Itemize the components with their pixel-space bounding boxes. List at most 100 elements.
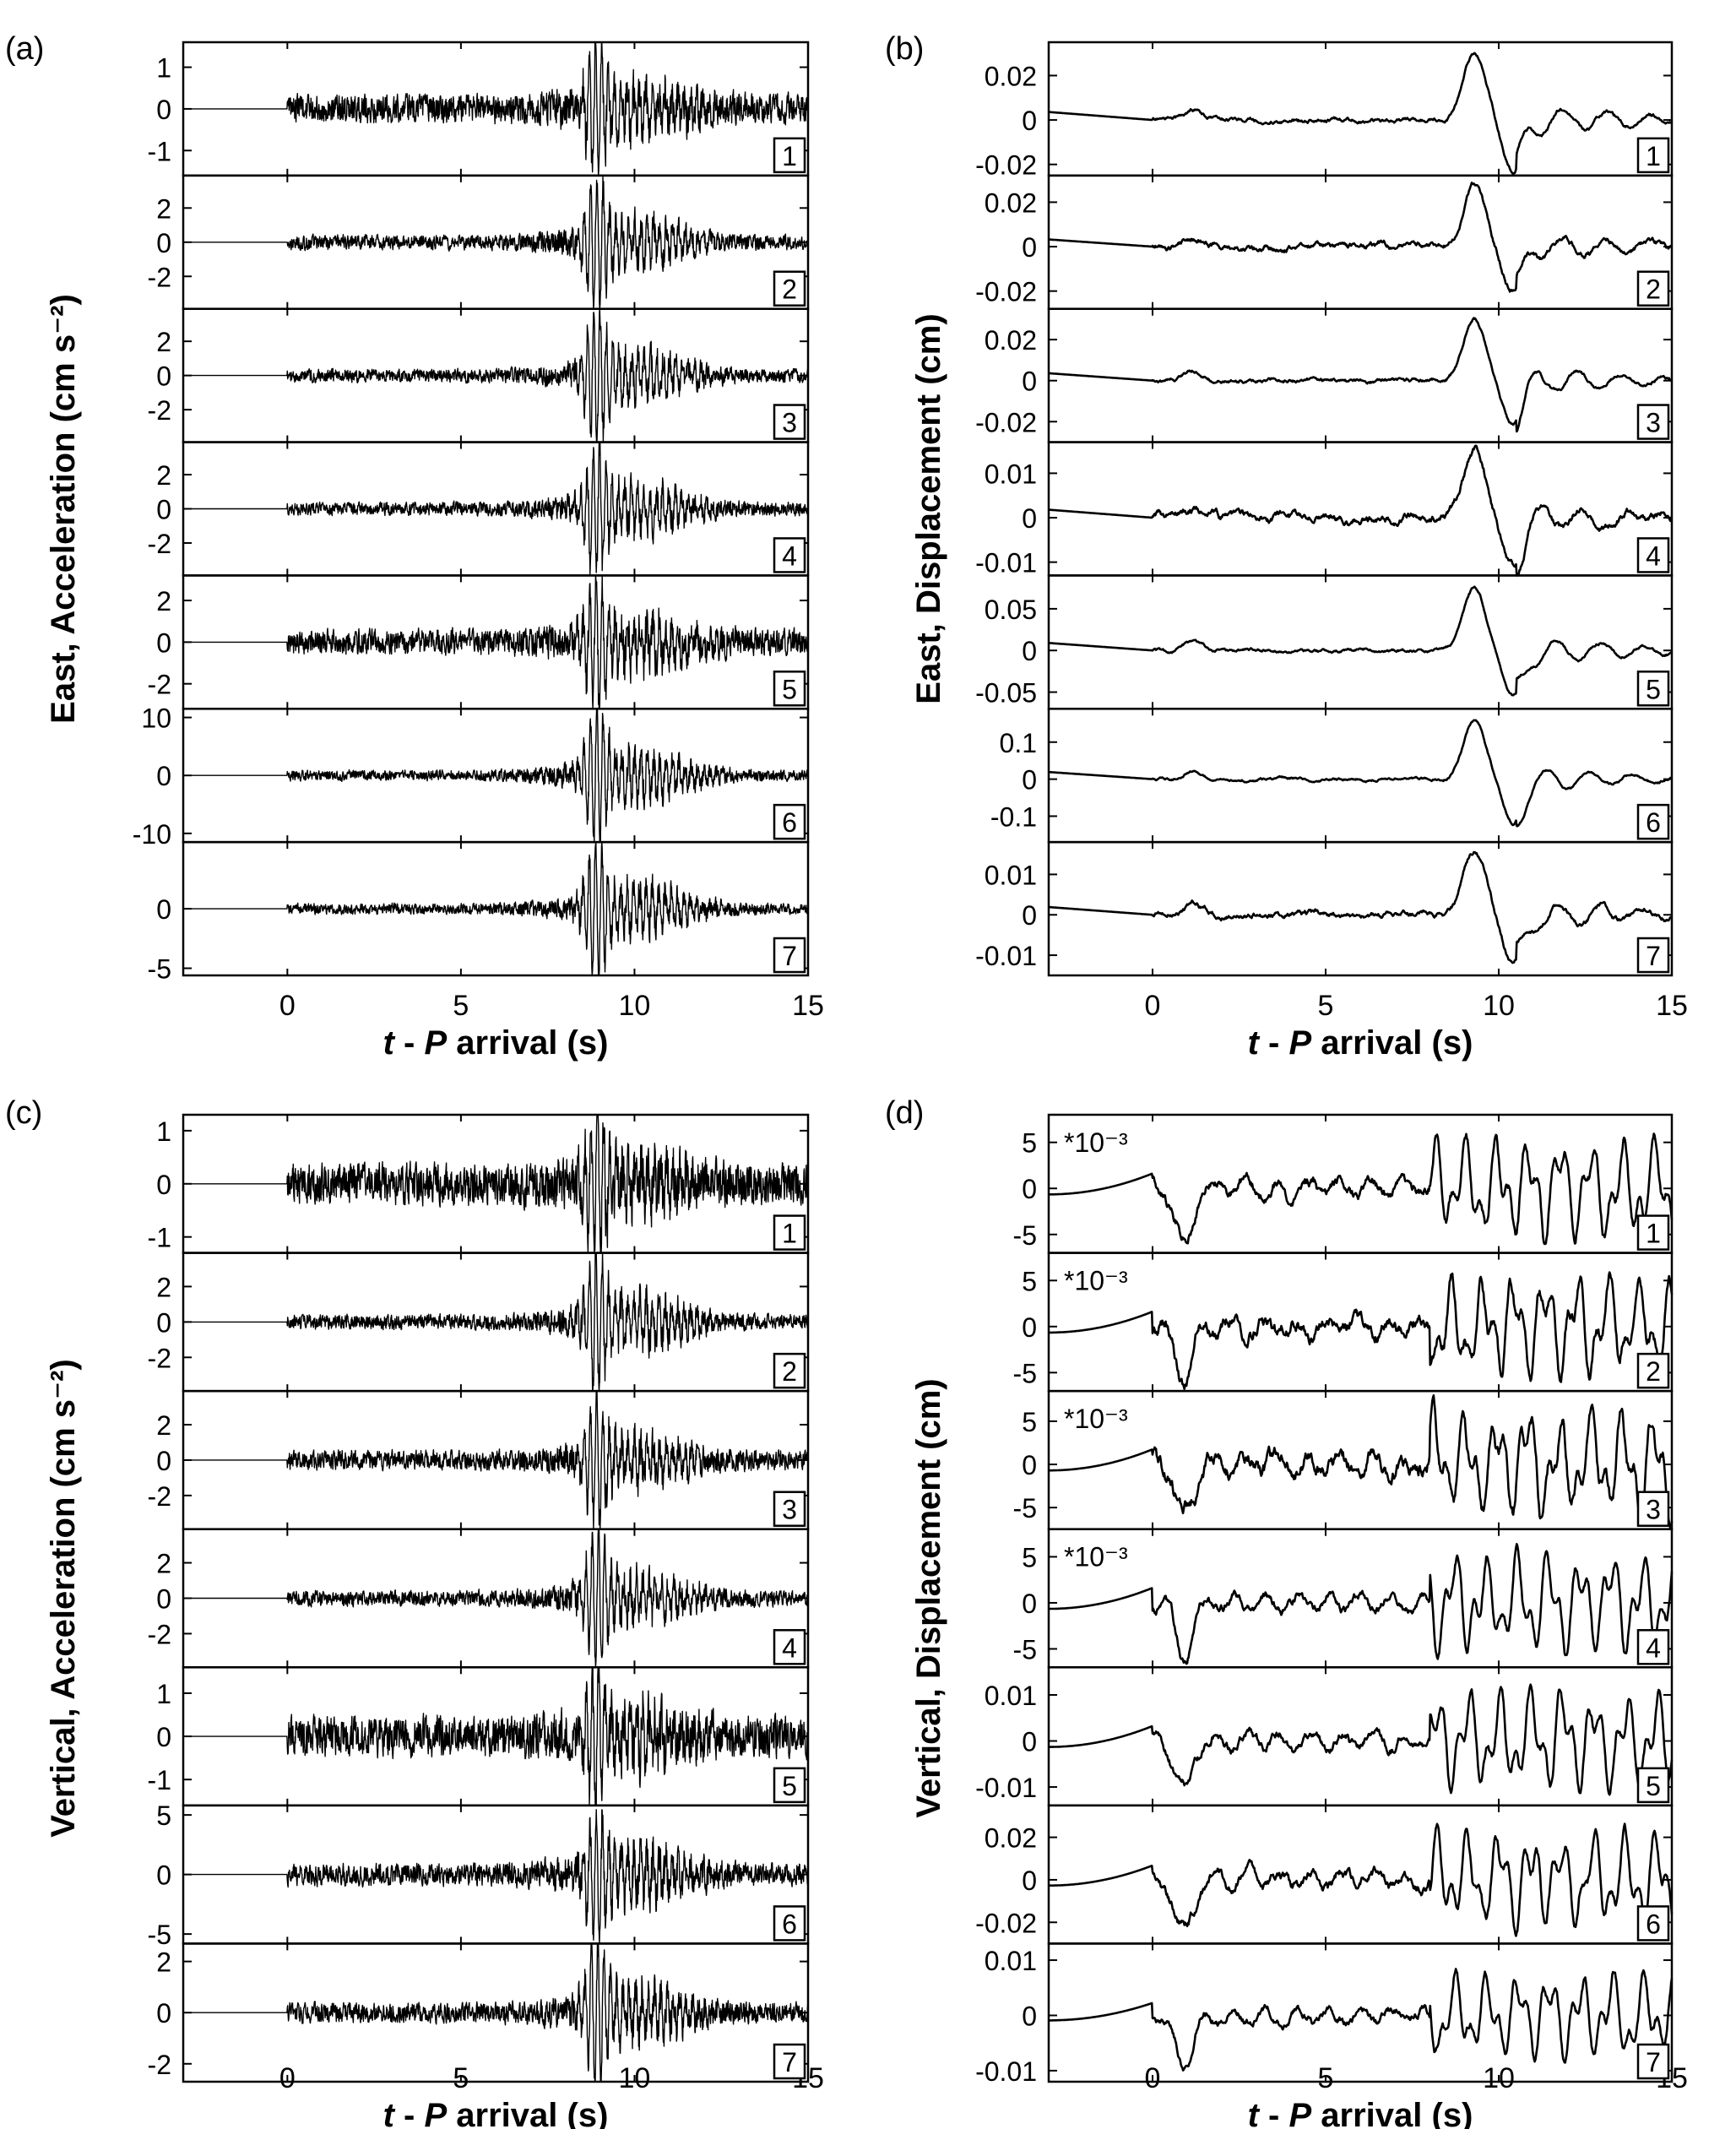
y-tick-label: 0 (156, 894, 171, 925)
y-tick-label: 1 (156, 53, 171, 84)
station-number: 5 (782, 1771, 797, 1801)
y-tick-label: 0 (1022, 1312, 1037, 1343)
station-number-box (1636, 671, 1670, 707)
y-tick-label: 5 (1022, 1407, 1037, 1437)
station-number-box (773, 1491, 806, 1527)
station-number: 6 (782, 1909, 797, 1939)
trace-a-7: 0 -5 7 (148, 840, 810, 985)
trace-d-7: 0.01 0 -0.01 7 (975, 1942, 1674, 2087)
station-number: 1 (1646, 141, 1661, 171)
station-number: 1 (782, 1219, 797, 1249)
trace-a-4: 2 0 -2 4 (148, 441, 810, 577)
y-tick-label: -2 (148, 529, 171, 559)
y-tick-label: 0.02 (985, 325, 1037, 356)
station-number: 3 (782, 1495, 797, 1525)
trace-d-1: 5 0 -5 1 *10⁻³ (1013, 1113, 1674, 1254)
station-number-box (1636, 1491, 1670, 1527)
y-axis-label: Vertical, Acceleration (cm s⁻²) (45, 1359, 82, 1838)
station-number-box (1636, 404, 1670, 440)
waveform-line (182, 1390, 809, 1530)
y-tick-label: -0.02 (975, 407, 1037, 437)
y-tick-label: 0 (156, 1446, 171, 1476)
waveform-line (182, 176, 809, 310)
waveform-line (182, 1252, 809, 1392)
station-number: 2 (1646, 1356, 1661, 1387)
axes-frame (1047, 1252, 1674, 1393)
y-tick-label: 0 (156, 761, 171, 791)
waveform-line (182, 1529, 809, 1668)
waveform-line (182, 1114, 809, 1254)
y-tick-label: -2 (148, 262, 171, 292)
station-number: 6 (1646, 1909, 1661, 1939)
y-tick-label: 0 (1022, 1589, 1037, 1619)
trace-b-3: 0.02 0 -0.02 3 (975, 307, 1674, 443)
x-tick-label: 10 (619, 990, 651, 1022)
y-tick-label: -0.1 (990, 801, 1037, 832)
trace-d-5: 0.01 0 -0.01 5 (975, 1666, 1674, 1807)
station-number-box (1636, 937, 1670, 974)
y-tick-label: 10 (141, 703, 171, 734)
waveform-line (182, 1666, 809, 1806)
axes-frame (1047, 1804, 1674, 1945)
station-number-box (773, 1629, 806, 1665)
y-tick-label: 2 (156, 327, 171, 357)
station-number: 2 (782, 274, 797, 305)
y-tick-label: 5 (1022, 1266, 1037, 1296)
waveform-line (1048, 444, 1674, 577)
y-tick-label: 2 (156, 1410, 171, 1441)
x-tick-label: 15 (792, 990, 824, 1022)
station-number-box (773, 2043, 806, 2080)
station-number: 5 (782, 674, 797, 704)
y-tick-label: -5 (148, 1920, 171, 1950)
axes-frame (1047, 708, 1674, 844)
y-tick-label: 0 (1022, 1174, 1037, 1204)
station-number-box (773, 1767, 806, 1804)
trace-d-6: 0.02 0 -0.02 6 (975, 1804, 1674, 1945)
station-number-box (773, 537, 806, 573)
y-tick-label: 2 (156, 1272, 171, 1302)
trace-c-6: 5 0 -5 6 (148, 1800, 810, 1950)
panel-c: (c) Vertical, Acceleration (cm s⁻²) t - P … (5, 1095, 824, 2129)
axes-frame (1047, 574, 1674, 710)
y-tick-label: 0 (1022, 2001, 1037, 2031)
waveform-line (182, 1809, 809, 1945)
y-tick-label: 0 (156, 627, 171, 658)
y-tick-label: -5 (148, 954, 171, 985)
y-tick-label: 0.01 (985, 1946, 1037, 1976)
station-number-box (773, 137, 806, 174)
y-tick-label: 0 (1022, 106, 1037, 136)
panel-label: (b) (885, 31, 924, 67)
x-tick-label: 10 (1483, 990, 1515, 1022)
station-number-box (773, 937, 806, 974)
y-tick-label: 0 (1022, 900, 1037, 931)
waveform-line (1048, 1271, 1674, 1390)
station-number-box (1636, 270, 1670, 307)
station-number-box (1636, 537, 1670, 573)
station-number: 1 (782, 141, 797, 171)
y-axis-label: East, Acceleration (cm s⁻²) (45, 294, 82, 724)
x-tick-label: 0 (279, 990, 296, 1022)
station-number-box (1636, 1352, 1670, 1389)
trace-a-1: 1 0 -1 1 (148, 41, 810, 177)
axes-frame (1047, 1528, 1674, 1669)
y-tick-label: 0 (156, 1998, 171, 2029)
station-number-box (773, 1352, 806, 1389)
y-tick-label: -0.01 (975, 548, 1037, 578)
x-tick-label: 5 (1318, 990, 1334, 1022)
y-tick-label: -0.02 (975, 277, 1037, 307)
x-axis-label: t - P arrival (s) (383, 2097, 609, 2129)
y-tick-label: -0.01 (975, 941, 1037, 971)
waveform-line (182, 308, 809, 443)
y-tick-label: -1 (148, 136, 171, 166)
y-tick-label: 5 (1022, 1542, 1037, 1572)
y-tick-label: -0.02 (975, 150, 1037, 181)
y-tick-label: 0.1 (1000, 728, 1037, 758)
waveform-line (1048, 1822, 1674, 1937)
station-number-box (773, 671, 806, 707)
y-tick-label: -2 (148, 1343, 171, 1373)
panel-label: (d) (885, 1095, 924, 1131)
panel-d: (d) Vertical, Displacement (cm) t - P arri… (885, 1095, 1688, 2129)
y-tick-label: 0 (156, 1722, 171, 1752)
y-tick-label: 1 (156, 1679, 171, 1709)
y-tick-label: -0.05 (975, 678, 1037, 709)
